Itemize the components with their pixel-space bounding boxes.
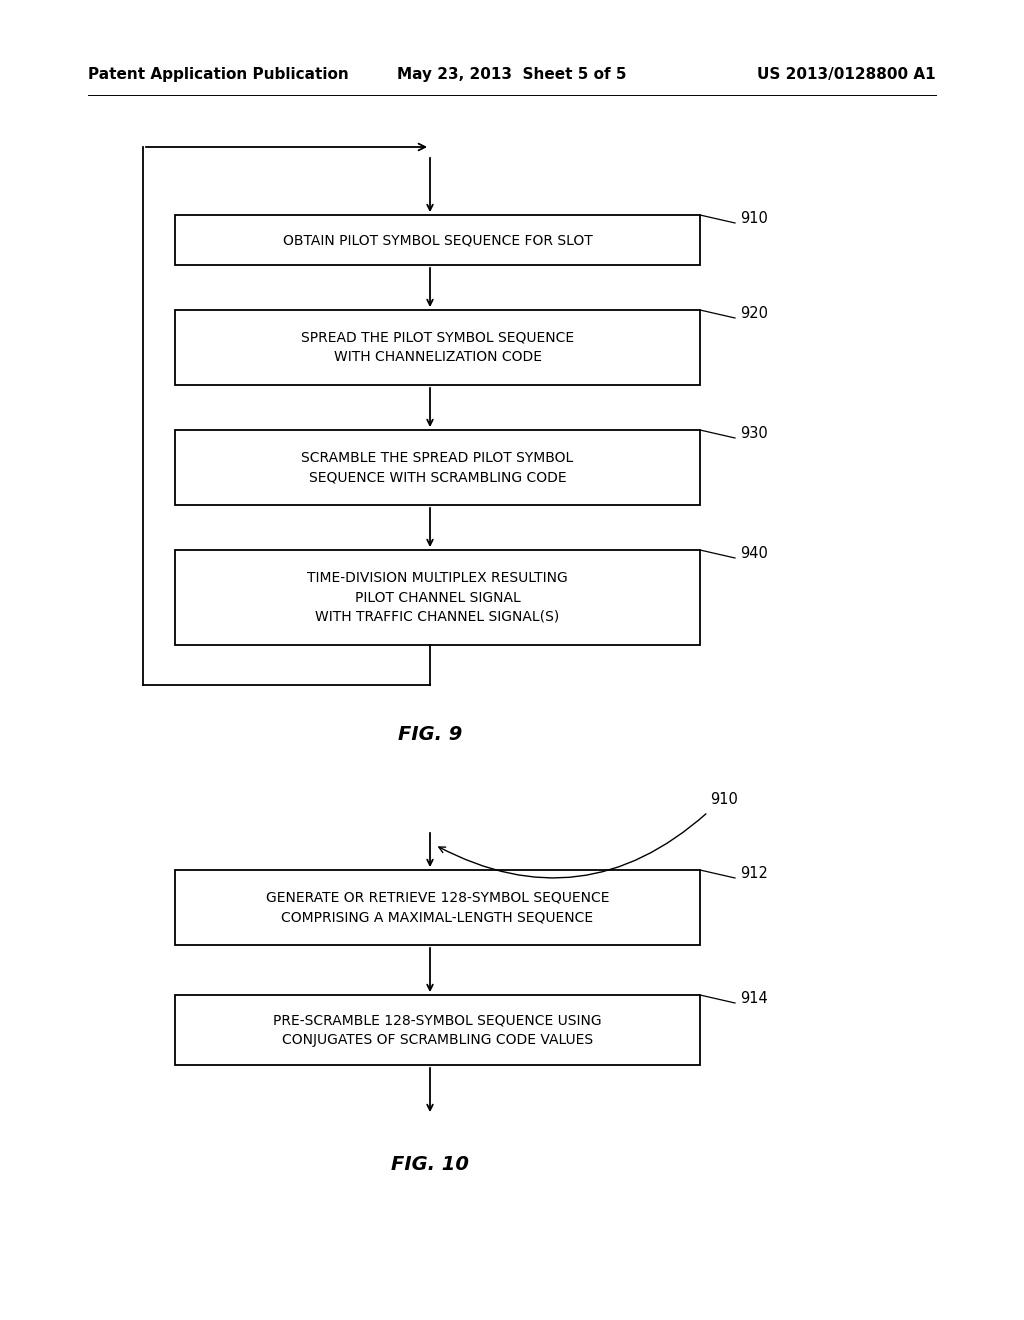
Text: FIG. 9: FIG. 9 <box>397 725 462 744</box>
Bar <box>175 430 700 506</box>
Text: FIG. 10: FIG. 10 <box>391 1155 469 1173</box>
Text: Patent Application Publication: Patent Application Publication <box>88 67 349 82</box>
Bar <box>175 215 700 265</box>
Bar <box>175 310 700 385</box>
Text: PRE-SCRAMBLE 128-SYMBOL SEQUENCE USING
CONJUGATES OF SCRAMBLING CODE VALUES: PRE-SCRAMBLE 128-SYMBOL SEQUENCE USING C… <box>273 1014 602 1047</box>
Bar <box>175 870 700 945</box>
Text: 920: 920 <box>740 306 768 321</box>
Bar <box>175 550 700 645</box>
Text: 914: 914 <box>740 991 768 1006</box>
Text: SCRAMBLE THE SPREAD PILOT SYMBOL
SEQUENCE WITH SCRAMBLING CODE: SCRAMBLE THE SPREAD PILOT SYMBOL SEQUENC… <box>301 450 573 484</box>
Text: May 23, 2013  Sheet 5 of 5: May 23, 2013 Sheet 5 of 5 <box>397 67 627 82</box>
Text: US 2013/0128800 A1: US 2013/0128800 A1 <box>758 67 936 82</box>
Text: 940: 940 <box>740 546 768 561</box>
Text: TIME-DIVISION MULTIPLEX RESULTING
PILOT CHANNEL SIGNAL
WITH TRAFFIC CHANNEL SIGN: TIME-DIVISION MULTIPLEX RESULTING PILOT … <box>307 572 568 624</box>
Text: 910: 910 <box>710 792 738 808</box>
Text: 930: 930 <box>740 426 768 441</box>
Text: OBTAIN PILOT SYMBOL SEQUENCE FOR SLOT: OBTAIN PILOT SYMBOL SEQUENCE FOR SLOT <box>283 234 592 247</box>
Bar <box>175 995 700 1065</box>
Text: 910: 910 <box>740 211 768 226</box>
Text: 912: 912 <box>740 866 768 880</box>
Text: GENERATE OR RETRIEVE 128-SYMBOL SEQUENCE
COMPRISING A MAXIMAL-LENGTH SEQUENCE: GENERATE OR RETRIEVE 128-SYMBOL SEQUENCE… <box>266 891 609 924</box>
Text: SPREAD THE PILOT SYMBOL SEQUENCE
WITH CHANNELIZATION CODE: SPREAD THE PILOT SYMBOL SEQUENCE WITH CH… <box>301 331 574 364</box>
